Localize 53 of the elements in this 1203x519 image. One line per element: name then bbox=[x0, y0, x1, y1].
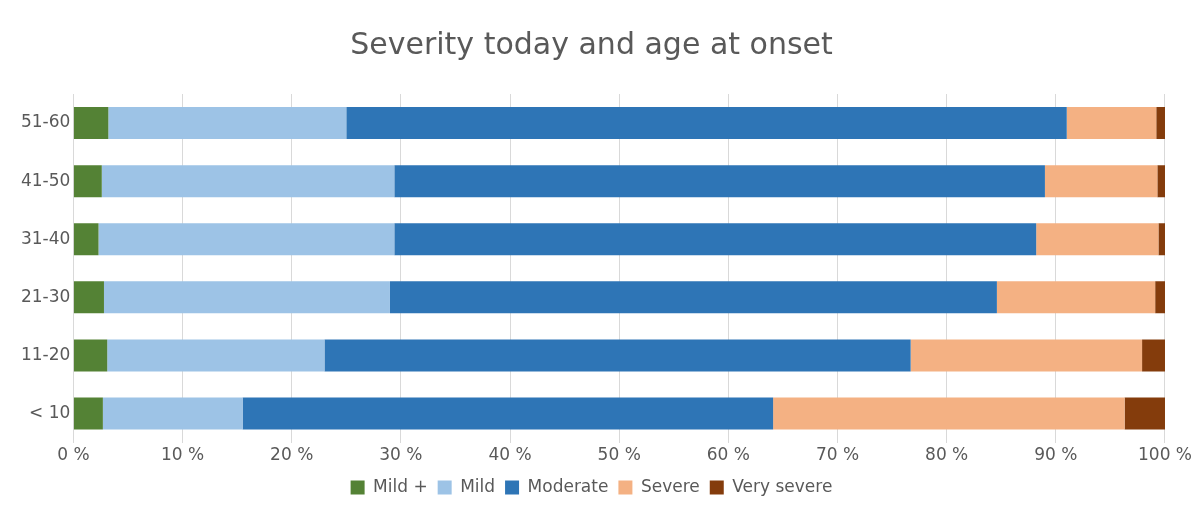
bar bbox=[324, 339, 911, 372]
legend-label: Mild + bbox=[373, 475, 428, 496]
bar bbox=[73, 165, 102, 198]
bar bbox=[1066, 107, 1157, 140]
legend-label: Moderate bbox=[527, 475, 609, 496]
x-tick-label: 100 % bbox=[1137, 444, 1193, 465]
x-tick-label: 80 % bbox=[925, 444, 969, 465]
bar bbox=[73, 281, 104, 314]
bar bbox=[1156, 107, 1165, 140]
bar bbox=[394, 165, 1045, 198]
bar bbox=[1142, 339, 1165, 372]
bar bbox=[1124, 397, 1165, 430]
x-tick-label: 30 % bbox=[379, 444, 423, 465]
bar bbox=[773, 397, 1125, 430]
x-tick-label: 20 % bbox=[270, 444, 314, 465]
bar bbox=[1158, 223, 1165, 256]
bar bbox=[98, 223, 395, 256]
bar bbox=[103, 281, 390, 314]
bar bbox=[394, 223, 1037, 256]
y-tick-label: 21-30 bbox=[20, 285, 71, 306]
bar bbox=[1036, 223, 1159, 256]
chart-title: Severity today and age at onset bbox=[350, 25, 834, 61]
y-tick-label: 11-20 bbox=[20, 343, 71, 364]
legend-label: Very severe bbox=[732, 475, 833, 496]
bar bbox=[73, 107, 109, 140]
bar bbox=[108, 107, 347, 140]
bar bbox=[346, 107, 1067, 140]
x-tick-label: 90 % bbox=[1034, 444, 1078, 465]
bar bbox=[107, 339, 325, 372]
x-tick-label: 40 % bbox=[488, 444, 532, 465]
bar bbox=[73, 223, 99, 256]
y-tick-label: < 10 bbox=[29, 401, 71, 422]
legend-label: Severe bbox=[640, 475, 700, 496]
bar bbox=[1155, 281, 1165, 314]
bar bbox=[73, 397, 103, 430]
bar bbox=[242, 397, 774, 430]
legend-label: Mild bbox=[460, 475, 496, 496]
x-tick-label: 60 % bbox=[706, 444, 750, 465]
x-tick-label: 0 % bbox=[57, 444, 90, 465]
y-tick-label: 51-60 bbox=[20, 111, 71, 132]
x-tick-label: 50 % bbox=[597, 444, 641, 465]
x-tick-label: 10 % bbox=[160, 444, 205, 465]
bar bbox=[1044, 165, 1158, 198]
bar bbox=[1157, 165, 1165, 198]
x-tick-label: 70 % bbox=[815, 444, 860, 465]
bar bbox=[910, 339, 1143, 372]
bar bbox=[389, 281, 997, 314]
y-tick-label: 31-40 bbox=[20, 227, 71, 248]
bar bbox=[102, 397, 243, 430]
bar bbox=[73, 339, 108, 372]
bar bbox=[101, 165, 395, 198]
y-tick-label: 41-50 bbox=[20, 169, 71, 190]
bar bbox=[996, 281, 1156, 314]
